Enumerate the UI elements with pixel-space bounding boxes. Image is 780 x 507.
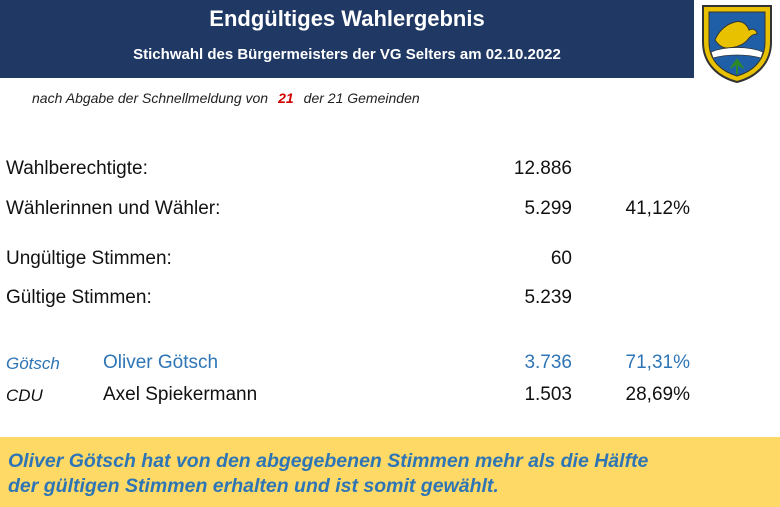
report-progress: nach Abgabe der Schnellmeldung von 21 der …	[32, 90, 420, 106]
stat-row-invalid: Ungültige Stimmen: 60	[0, 248, 780, 274]
candidate-votes: 1.503	[524, 384, 572, 405]
candidate-name: Axel Spiekermann	[103, 384, 258, 405]
stat-value: 5.239	[524, 287, 572, 308]
candidate-percent: 28,69%	[625, 384, 690, 405]
header-bar: Endgültiges Wahlergebnis Stichwahl des B…	[0, 0, 694, 78]
stat-label: Wählerinnen und Wähler:	[6, 198, 221, 219]
stat-percent: 41,12%	[625, 198, 690, 219]
progress-count: 21	[278, 90, 294, 106]
stat-value: 60	[550, 248, 572, 269]
result-statement: Oliver Götsch hat von den abgegebenen St…	[8, 449, 768, 499]
candidate-party: Götsch	[6, 354, 60, 373]
progress-prefix: nach Abgabe der Schnellmeldung von	[32, 90, 269, 106]
candidate-votes: 3.736	[524, 352, 572, 373]
stat-row-eligible: Wahlberechtigte: 12.886	[0, 158, 780, 184]
stat-value: 12.886	[513, 158, 572, 179]
result-banner: Oliver Götsch hat von den abgegebenen St…	[0, 437, 780, 507]
stat-label: Wahlberechtigte:	[6, 158, 148, 179]
stat-value: 5.299	[524, 198, 572, 219]
candidate-percent: 71,31%	[625, 352, 690, 373]
candidate-row-spiekermann: CDU Axel Spiekermann 1.503 28,69%	[0, 384, 780, 410]
stat-label: Ungültige Stimmen:	[6, 248, 172, 269]
candidate-name: Oliver Götsch	[103, 352, 219, 373]
candidate-party: CDU	[6, 386, 43, 405]
page-title: Endgültiges Wahlergebnis	[209, 6, 485, 31]
result-line-1: Oliver Götsch hat von den abgegebenen St…	[8, 450, 649, 472]
coat-of-arms-icon	[697, 2, 777, 84]
progress-suffix: der 21 Gemeinden	[303, 90, 420, 106]
stat-row-voters: Wählerinnen und Wähler: 5.299 41,12%	[0, 198, 780, 224]
result-line-2: der gültigen Stimmen erhalten und ist so…	[8, 475, 499, 497]
candidate-row-goetsch: Götsch Oliver Götsch 3.736 71,31%	[0, 352, 780, 378]
stat-row-valid: Gültige Stimmen: 5.239	[0, 287, 780, 313]
page-subtitle: Stichwahl des Bürgermeisters der VG Selt…	[133, 46, 561, 63]
stat-label: Gültige Stimmen:	[6, 287, 152, 308]
